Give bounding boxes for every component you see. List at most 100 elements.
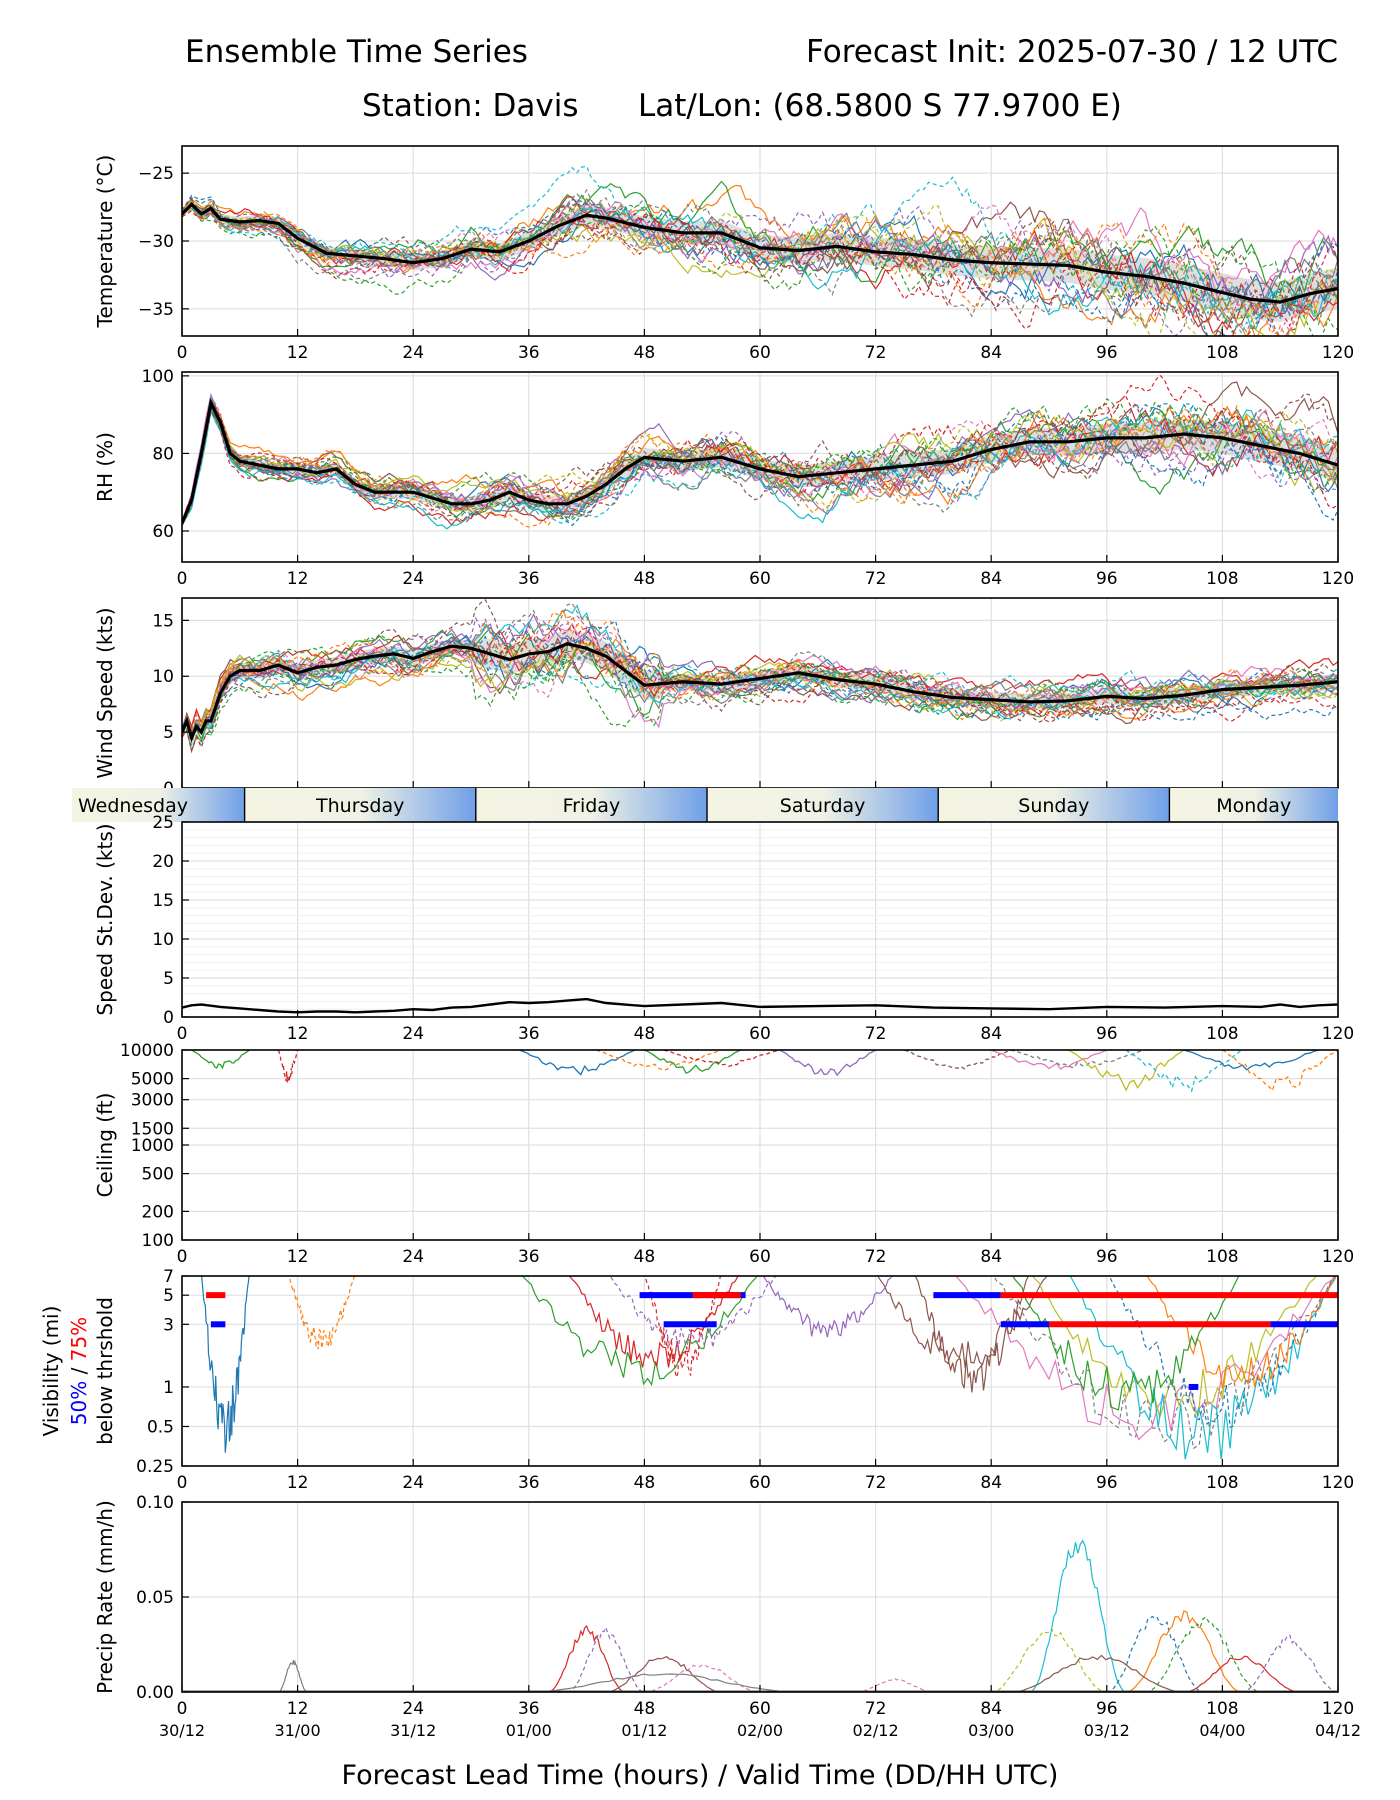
y-tick-label: 10 [152,667,174,687]
member-line [182,408,1338,527]
member-line [182,400,1338,523]
x-tick-label: 120 [1322,1247,1354,1267]
x-tick-label: 108 [1206,1247,1238,1267]
x-tick-label: 60 [749,1473,771,1493]
x-tick-label: 36 [518,569,540,589]
x-tick-label-date: 03/12 [1084,1721,1130,1740]
member-line [182,393,1338,524]
x-tick-label-date: 31/12 [390,1721,436,1740]
day-cell [1169,788,1338,822]
y-tick-label: 0.00 [136,1683,174,1703]
member-line [877,1276,1048,1369]
member-line [568,1276,739,1368]
x-tick-label: 120 [1322,1699,1354,1719]
member-line [182,638,1338,739]
member-line [914,1276,1029,1393]
member-line [277,1050,299,1083]
member-line [547,1624,626,1692]
member-line [201,1276,250,1453]
station-latlon: Lat/Lon: (68.5800 S 77.9700 E) [638,88,1122,124]
x-tick-label: 84 [980,569,1002,589]
member-line [1125,1610,1242,1692]
y-tick-label: 10 [152,930,174,950]
x-tick-label: 60 [749,1247,771,1267]
x-tick-label: 108 [1206,1473,1238,1493]
day-cell [475,788,708,822]
member-line [182,393,1338,525]
x-tick-label: 96 [1096,1247,1118,1267]
member-line [518,1050,636,1076]
member-line [182,200,1338,311]
y-tick-label: 0.10 [136,1493,174,1513]
panel-7: 0 30/12 12 31/00 24 31/12 36 01/00 48 01/12 60 02/0… [93,1493,1361,1740]
day-cell [707,788,939,822]
x-tick-label: 60 [749,1699,771,1719]
panel-4: 0 12 24 36 48 60 72 84 96 108 120 0 5 10 15 20 25 Speed S… [93,813,1354,1044]
x-tick-label: 84 [980,1473,1002,1493]
member-line [182,374,1338,523]
x-tick-label: 48 [634,1473,656,1493]
x-tick-label: 48 [634,343,656,363]
member-line [1125,1050,1243,1093]
member-line [182,396,1338,526]
x-tick-label: 0 [177,1473,188,1493]
x-tick-label: 48 [634,1699,656,1719]
y-tick-label: 200 [142,1202,174,1222]
member-line [762,1276,893,1338]
y-tick-label: 100 [142,1231,174,1251]
y-tick-label: 25 [152,813,174,833]
x-tick-label: 120 [1322,569,1354,589]
x-tick-label-date: 30/12 [159,1721,205,1740]
y-tick-label: 100 [142,367,174,387]
member-line [779,1050,876,1077]
member-line [1183,1655,1300,1692]
y-tick-label: 3 [163,1315,174,1335]
y-tick-label: −35 [138,300,174,320]
member-line [182,615,1338,740]
visibility-lines [201,1276,1338,1460]
x-tick-label: 60 [749,343,771,363]
x-tick-label: 72 [865,1247,887,1267]
x-axis-title: Forecast Lead Time (hours) / Valid Time … [341,1760,1059,1791]
x-tick-label: 108 [1206,1699,1238,1719]
y-axis-label: RH (%) [93,432,117,502]
x-tick-label: 0 [177,569,188,589]
x-tick-label: 108 [1206,1024,1238,1044]
x-tick-label: 60 [749,569,771,589]
forecast-init: Forecast Init: 2025-07-30 / 12 UTC [806,34,1338,70]
member-line [182,209,1338,336]
x-tick-label: 12 [287,343,309,363]
series-line-mean [182,642,1338,743]
member-line [644,1664,761,1692]
x-tick-label: 84 [980,1024,1002,1044]
y-axis-label: Precip Rate (mm/h) [93,1500,117,1694]
panel-5: 0 12 24 36 48 60 72 84 96 108 120 100 200 500 10001500… [93,1041,1354,1267]
y-tick-label: 500 [142,1165,174,1185]
panel-1: 0 12 24 36 48 60 72 84 96 108 120 −35 −30 −25 Temperat… [93,145,1354,363]
member-line [991,1628,1107,1692]
x-tick-label: 48 [634,1024,656,1044]
day-cell [938,788,1170,822]
x-tick-label: 72 [865,1473,887,1493]
y-tick-label: 5000 [131,1070,174,1090]
x-tick-label: 96 [1096,343,1118,363]
member-line [1241,1634,1338,1692]
x-tick-label: 36 [518,343,540,363]
member-line [182,631,1338,741]
member-line [644,1050,741,1075]
y-tick-label: 5 [163,1286,174,1306]
member-line [1067,1050,1185,1092]
x-tick-label: 72 [865,569,887,589]
member-line [182,609,1338,734]
ensemble-lines [182,374,1338,530]
x-tick-label: 0 [177,343,188,363]
x-tick-label: 12 [287,1247,309,1267]
y-tick-label: 5 [163,969,174,989]
y-axis-legend-part: / [67,1367,91,1380]
x-tick-label-date: 02/00 [737,1721,783,1740]
x-tick-label: 24 [402,1473,424,1493]
day-cell [244,788,476,822]
x-tick-label: 0 [177,1024,188,1044]
